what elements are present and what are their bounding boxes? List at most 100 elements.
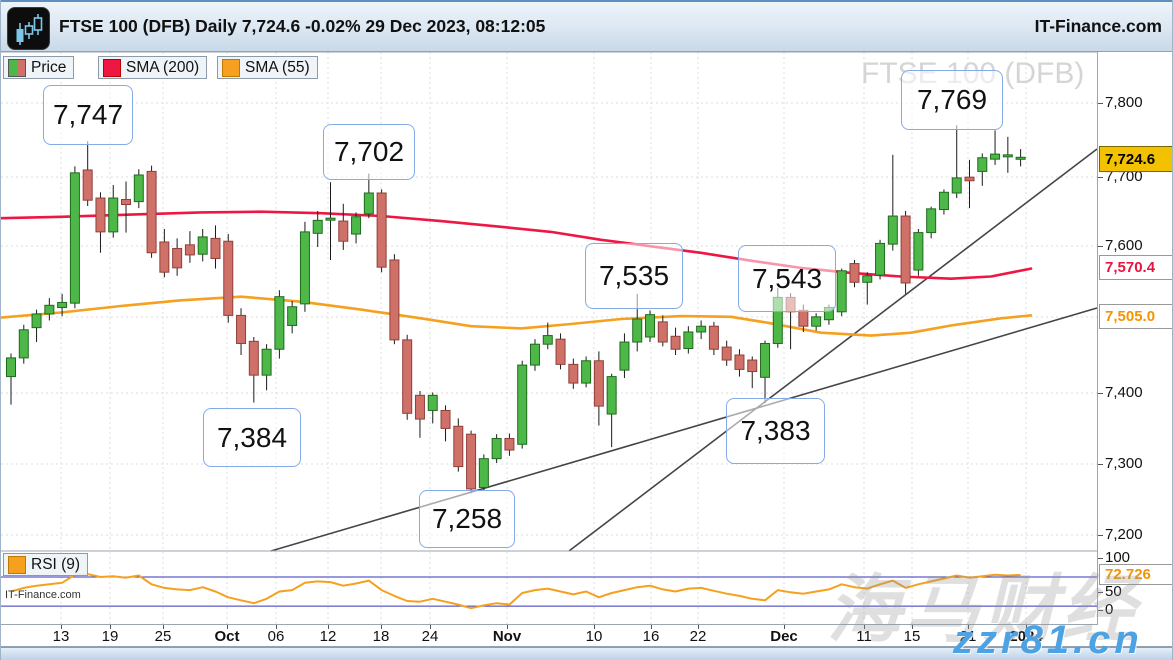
legend-sma55-chip[interactable]: SMA (55)	[217, 56, 318, 79]
candle-body	[133, 174, 144, 203]
price-callout: 7,384	[203, 408, 301, 467]
trendline	[270, 307, 1098, 552]
candle-body	[964, 176, 975, 182]
candle-body	[670, 335, 681, 350]
legend-rsi-chip[interactable]: RSI (9)	[3, 553, 89, 576]
candle-body	[414, 394, 425, 420]
axis-date-label: 25	[154, 628, 172, 645]
price-callout: 7,702	[323, 124, 415, 180]
candle-body	[223, 240, 234, 316]
axis-price-label: 0	[1105, 601, 1114, 618]
value-tag: 7,724.6	[1099, 146, 1172, 172]
candle-body	[108, 197, 119, 233]
candle-body	[57, 301, 68, 308]
candle-body	[121, 198, 132, 206]
candle-body	[606, 376, 617, 415]
candle-body	[440, 409, 451, 429]
candles	[6, 125, 1026, 494]
candle-body	[951, 177, 962, 194]
candle-body	[453, 425, 464, 468]
price-callout: 7,747	[43, 85, 133, 145]
legend-price-label: Price	[31, 58, 67, 76]
candle-body	[542, 335, 553, 345]
axis-tick	[381, 625, 382, 629]
candle-body	[529, 343, 540, 366]
axis-date-label: 24	[421, 628, 439, 645]
axis-tick	[163, 625, 164, 629]
axis-tick	[1098, 592, 1103, 593]
candle-body	[836, 270, 847, 313]
candle-body	[6, 357, 16, 378]
value-tag: 7,505.0	[1099, 304, 1172, 329]
axis-tick	[507, 625, 508, 629]
axis-tick	[430, 625, 431, 629]
candle-body	[593, 360, 604, 407]
candle-body	[261, 348, 272, 376]
axis-tick	[1026, 625, 1027, 629]
axis-tick	[110, 625, 111, 629]
candle-body	[747, 359, 758, 373]
legend-price-chip[interactable]: Price	[3, 56, 75, 79]
candle-body	[159, 241, 170, 273]
legend-rsi-label: RSI (9)	[31, 555, 81, 573]
candle-body	[657, 321, 668, 343]
candle-body	[466, 433, 477, 490]
price-callout: 7,769	[901, 70, 1003, 130]
site-watermark-url: zzr81.cn	[953, 618, 1143, 660]
candle-body	[172, 247, 183, 269]
axis-tick	[864, 625, 865, 629]
price-scale[interactable]: 7,800 7,700 7,600 7,400 7,300 7,200 100 50 0 7,72…	[1098, 52, 1172, 625]
candle-body	[887, 215, 898, 245]
chart-canvas[interactable]	[1, 52, 1098, 625]
candle-body	[938, 191, 949, 211]
axis-date-label: 21	[959, 628, 977, 645]
legend-sma200-chip[interactable]: SMA (200)	[98, 56, 208, 79]
candle-body	[338, 220, 349, 242]
axis-tick	[1098, 464, 1103, 465]
candle-body	[760, 342, 771, 378]
window-bottom-bar	[1, 647, 1172, 660]
axis-tick	[1098, 246, 1103, 247]
candle-body	[236, 314, 247, 344]
axis-price-label: 7,600	[1105, 237, 1143, 254]
axis-date-label: 10	[585, 628, 603, 645]
candle-body	[402, 339, 413, 414]
candle-body	[862, 275, 873, 283]
candle-body	[683, 331, 694, 350]
candlestick-logo-icon[interactable]	[7, 7, 50, 50]
legend-sma200-label: SMA (200)	[126, 58, 200, 76]
price-callout: 7,543	[738, 245, 836, 312]
axis-tick	[651, 625, 652, 629]
candle-body	[210, 237, 221, 260]
candle-body	[632, 318, 643, 343]
axis-date-label: 12	[319, 628, 337, 645]
time-scale[interactable]: 13 19 25 Oct 06 12 18 24 Nov 10 16 22 Dec 11 15 21 2024	[1, 625, 1172, 647]
candle-body	[389, 259, 400, 341]
axis-date-label: 18	[372, 628, 390, 645]
candle-body	[504, 438, 515, 451]
candle-body	[69, 172, 80, 304]
candle-body	[721, 346, 732, 361]
axis-date-label: 15	[903, 628, 921, 645]
axis-tick	[1098, 535, 1103, 536]
axis-date-label: 19	[101, 628, 119, 645]
candle-body	[517, 364, 528, 445]
candle-body	[44, 304, 55, 315]
candle-body	[811, 316, 822, 327]
candle-body	[18, 329, 29, 359]
candle-body	[555, 338, 566, 365]
candle-body	[184, 244, 195, 256]
rsi-legend-icon	[8, 555, 26, 574]
instrument-title: FTSE 100 (DFB) Daily 7,724.6 -0.02% 29 D…	[59, 16, 546, 36]
candle-body	[325, 217, 336, 221]
axis-price-label: 7,700	[1105, 168, 1143, 185]
sma55-legend-icon	[222, 58, 240, 77]
axis-tick	[1098, 558, 1103, 559]
candle-body	[146, 170, 157, 254]
provider-brand[interactable]: IT-Finance.com	[1034, 16, 1162, 36]
axis-tick	[1098, 610, 1103, 611]
axis-date-label: 11	[856, 628, 872, 645]
value-tag: 72.726	[1099, 564, 1172, 585]
axis-tick	[61, 625, 62, 629]
candle-body	[913, 232, 924, 271]
